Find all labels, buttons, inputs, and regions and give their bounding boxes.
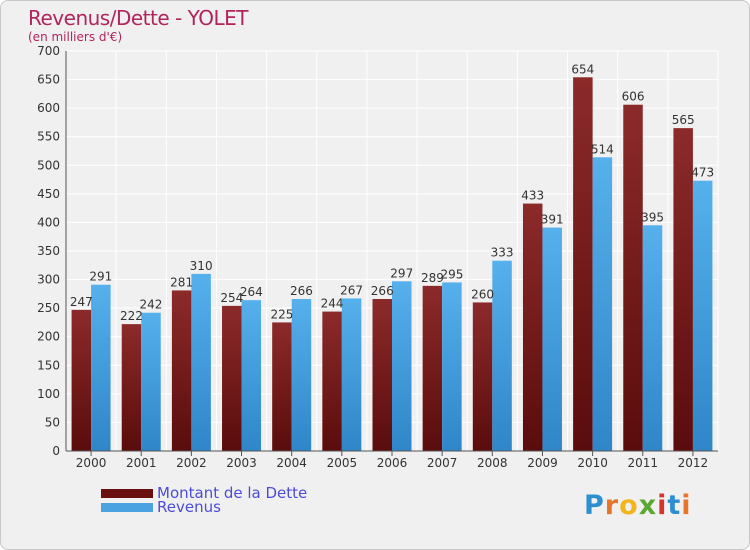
x-tick-label: 2002 — [176, 456, 207, 470]
bar-revenue — [291, 299, 312, 451]
y-tick-label: 400 — [37, 215, 60, 229]
bar-debt — [422, 285, 443, 451]
bar-debt — [272, 322, 292, 451]
y-tick-label: 200 — [37, 330, 60, 344]
legend-swatch-revenue — [101, 503, 153, 512]
y-tick-label: 500 — [37, 158, 60, 172]
bar-debt — [171, 290, 192, 451]
bar-revenue — [542, 227, 562, 451]
data-label: 606 — [622, 90, 645, 104]
bar-revenue — [392, 281, 412, 451]
data-label: 297 — [390, 266, 413, 280]
logo-letter: x — [638, 490, 658, 521]
legend-label-debt: Montant de la Dette — [157, 484, 308, 502]
bar-revenue — [592, 157, 613, 452]
bar-debt — [673, 128, 693, 451]
data-label: 222 — [120, 309, 143, 323]
y-tick-label: 350 — [37, 244, 60, 258]
bar-revenue — [492, 260, 512, 451]
data-label: 391 — [541, 213, 564, 227]
data-label: 291 — [89, 270, 112, 284]
data-label: 225 — [270, 307, 293, 321]
bar-revenue — [241, 300, 262, 451]
legend-label-revenue: Revenus — [157, 498, 221, 516]
logo-letter: P — [584, 490, 605, 521]
y-tick-label: 0 — [52, 444, 60, 458]
y-tick-label: 50 — [45, 415, 60, 429]
y-tick-label: 650 — [37, 73, 60, 87]
y-tick-label: 100 — [37, 387, 60, 401]
data-label: 244 — [321, 297, 344, 311]
bar-debt — [121, 324, 142, 451]
data-label: 654 — [571, 62, 594, 76]
data-label: 266 — [290, 284, 313, 298]
x-tick-label: 2008 — [477, 456, 508, 470]
bar-debt — [71, 309, 92, 451]
bar-debt — [623, 104, 643, 451]
bar-revenue — [341, 298, 362, 451]
x-tick-label: 2001 — [126, 456, 157, 470]
data-label: 266 — [371, 284, 394, 298]
x-tick-label: 2007 — [427, 456, 458, 470]
y-tick-label: 550 — [37, 130, 60, 144]
data-label: 242 — [140, 298, 163, 312]
logo-letter: i — [681, 490, 692, 521]
x-tick-label: 2010 — [577, 456, 608, 470]
data-label: 395 — [641, 210, 664, 224]
x-tick-label: 2000 — [76, 456, 107, 470]
x-tick-label: 2005 — [327, 456, 358, 470]
logo-letter: r — [604, 490, 620, 521]
logo-letter: t — [667, 490, 682, 521]
data-label: 264 — [240, 285, 263, 299]
data-label: 247 — [70, 295, 93, 309]
proxiti-logo: Proxiti — [584, 490, 692, 521]
y-tick-label: 250 — [37, 301, 60, 315]
bar-revenue — [191, 273, 211, 451]
data-label: 281 — [170, 275, 193, 289]
data-label: 514 — [591, 142, 614, 156]
chart-title: Revenus/Dette - YOLET — [28, 6, 248, 30]
x-tick-label: 2011 — [627, 456, 658, 470]
x-tick-label: 2012 — [678, 456, 709, 470]
y-tick-label: 450 — [37, 187, 60, 201]
data-label: 260 — [471, 287, 494, 301]
bar-debt — [573, 77, 593, 452]
data-label: 310 — [190, 259, 213, 273]
data-label: 473 — [691, 166, 714, 180]
y-tick-label: 300 — [37, 273, 60, 287]
bar-debt — [372, 299, 392, 451]
data-label: 295 — [440, 267, 463, 281]
x-tick-label: 2009 — [527, 456, 558, 470]
x-tick-label: 2003 — [226, 456, 257, 470]
bar-revenue — [692, 180, 713, 451]
data-label: 289 — [421, 271, 444, 285]
bar-revenue — [642, 225, 663, 451]
logo-letter: i — [657, 490, 668, 521]
x-tick-label: 2006 — [377, 456, 408, 470]
data-label: 267 — [340, 283, 363, 297]
data-label: 433 — [521, 189, 544, 203]
bars — [71, 77, 713, 452]
data-label: 333 — [491, 246, 514, 260]
y-tick-label: 600 — [37, 101, 60, 115]
axes: 0 50 100 150 200 250 300 350 400 450 500 550 600 650 7… — [37, 44, 718, 470]
x-tick-label: 2004 — [276, 456, 307, 470]
data-label: 254 — [220, 291, 243, 305]
bar-debt — [522, 203, 543, 451]
y-tick-label: 700 — [37, 44, 60, 58]
bar-debt — [322, 311, 342, 451]
bar-revenue — [91, 284, 111, 451]
bar-revenue — [442, 282, 462, 451]
bar-debt — [222, 305, 242, 451]
y-tick-label: 150 — [37, 358, 60, 372]
chart-subtitle: (en milliers d'€) — [28, 30, 123, 44]
bar-revenue — [141, 312, 161, 451]
logo-letter: o — [619, 490, 639, 521]
data-label: 565 — [672, 113, 695, 127]
bar-debt — [472, 302, 493, 451]
legend-swatch-debt — [101, 489, 153, 498]
